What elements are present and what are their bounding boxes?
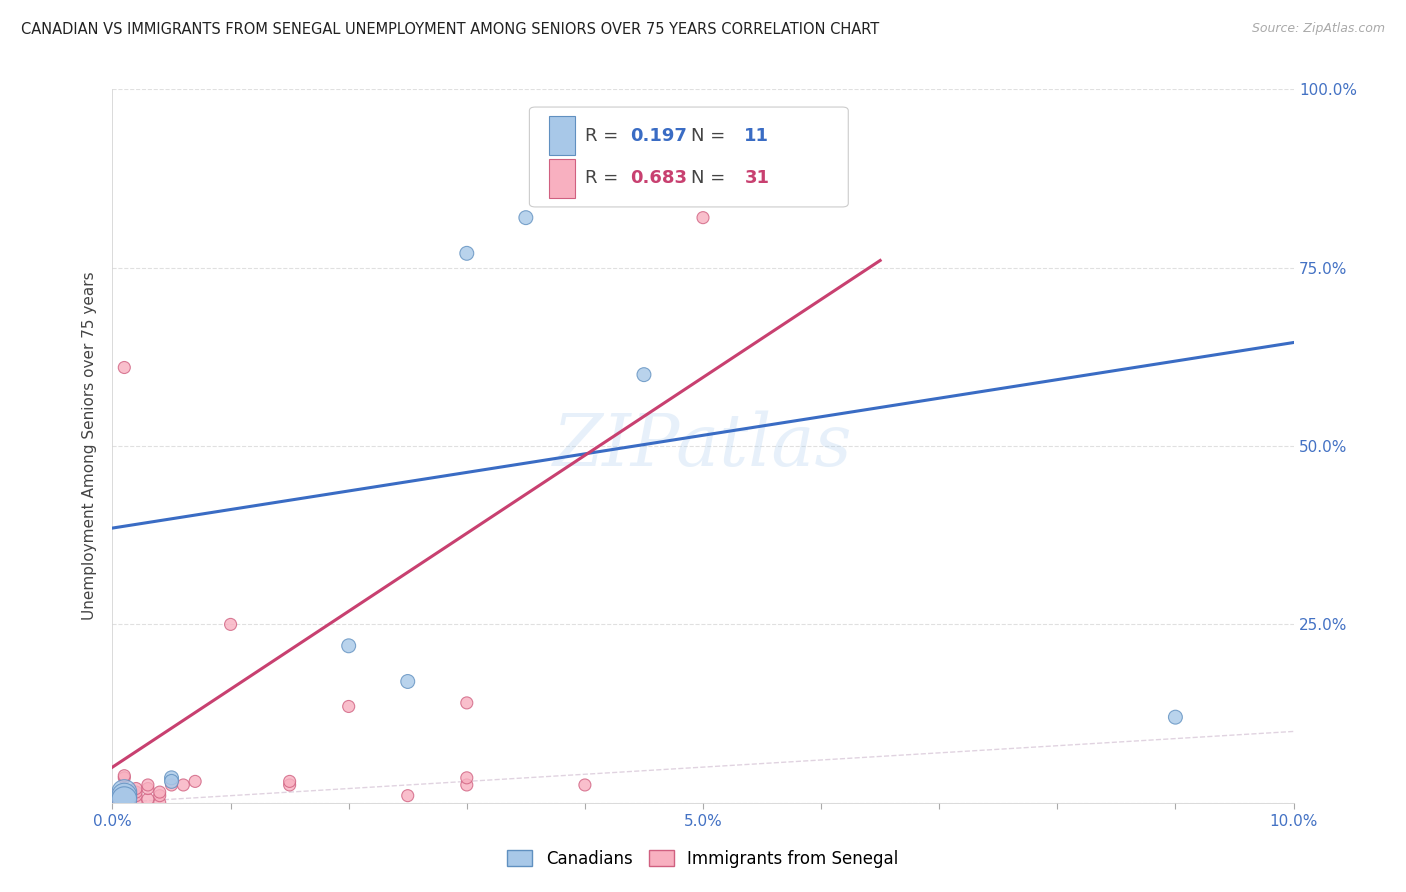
Point: [184, 774, 207, 789]
Text: ZIPatlas: ZIPatlas: [553, 410, 853, 482]
Y-axis label: Unemployment Among Seniors over 75 years: Unemployment Among Seniors over 75 years: [82, 272, 97, 620]
Legend: Canadians, Immigrants from Senegal: Canadians, Immigrants from Senegal: [501, 844, 905, 875]
Point: [396, 789, 419, 803]
Point: [692, 211, 714, 225]
Point: [101, 794, 124, 808]
Point: [337, 699, 360, 714]
Text: 31: 31: [744, 169, 769, 187]
Text: N =: N =: [692, 169, 731, 187]
Point: [136, 781, 159, 796]
Point: [149, 789, 172, 803]
Point: [160, 778, 183, 792]
Point: [456, 771, 478, 785]
Point: [160, 774, 183, 789]
Point: [149, 796, 172, 810]
Point: [160, 771, 183, 785]
Point: [456, 778, 478, 792]
Point: [112, 769, 135, 783]
Point: [112, 785, 135, 799]
Text: N =: N =: [692, 127, 731, 145]
Point: [633, 368, 655, 382]
Point: [172, 778, 194, 792]
Point: [112, 794, 135, 808]
Text: 11: 11: [744, 127, 769, 145]
FancyBboxPatch shape: [530, 107, 848, 207]
Bar: [550, 116, 575, 155]
Point: [125, 785, 148, 799]
Point: [219, 617, 242, 632]
Point: [396, 674, 419, 689]
Point: [112, 796, 135, 810]
Text: R =: R =: [585, 127, 624, 145]
Text: Source: ZipAtlas.com: Source: ZipAtlas.com: [1251, 22, 1385, 36]
Point: [1164, 710, 1187, 724]
Point: [278, 774, 301, 789]
Point: [136, 778, 159, 792]
Point: [112, 792, 135, 806]
Point: [456, 246, 478, 260]
Point: [278, 778, 301, 792]
Text: 0.197: 0.197: [630, 127, 686, 145]
Point: [125, 781, 148, 796]
Point: [112, 785, 135, 799]
Point: [136, 792, 159, 806]
Point: [101, 796, 124, 810]
Point: [125, 796, 148, 810]
Point: [125, 789, 148, 803]
Text: CANADIAN VS IMMIGRANTS FROM SENEGAL UNEMPLOYMENT AMONG SENIORS OVER 75 YEARS COR: CANADIAN VS IMMIGRANTS FROM SENEGAL UNEM…: [21, 22, 879, 37]
Point: [456, 696, 478, 710]
Point: [112, 360, 135, 375]
Text: 0.683: 0.683: [630, 169, 686, 187]
Point: [112, 771, 135, 785]
Point: [149, 785, 172, 799]
Point: [112, 789, 135, 803]
Point: [515, 211, 537, 225]
Bar: [550, 159, 575, 198]
Point: [337, 639, 360, 653]
Text: R =: R =: [585, 169, 624, 187]
Point: [574, 778, 596, 792]
